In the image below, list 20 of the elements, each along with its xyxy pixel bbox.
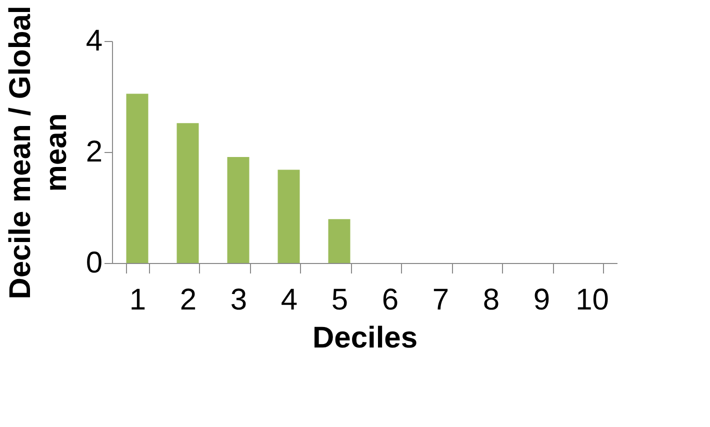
y-tick-label: 2 (86, 136, 102, 168)
x-tick-label: 8 (482, 284, 500, 316)
x-tick-label: 7 (432, 284, 450, 316)
y-axis-title: Decile mean / Global mean (4, 6, 73, 300)
y-tick-label: 4 (86, 24, 102, 58)
x-tick-label: 2 (180, 284, 197, 316)
y-tick-label: 0 (86, 246, 102, 280)
x-tick-label: 5 (331, 284, 348, 316)
x-tick-label: 10 (576, 284, 609, 316)
bar (126, 94, 148, 263)
bar (176, 123, 199, 263)
x-tick-label: 1 (129, 284, 146, 316)
x-tick-label: 6 (382, 284, 399, 316)
bar (227, 156, 250, 263)
bar (278, 170, 300, 263)
x-tick-label: 4 (280, 284, 298, 316)
bar (328, 219, 350, 263)
x-tick-label: 3 (230, 284, 248, 316)
x-tick-label: 9 (533, 284, 550, 316)
x-axis-title: Deciles (312, 322, 418, 354)
